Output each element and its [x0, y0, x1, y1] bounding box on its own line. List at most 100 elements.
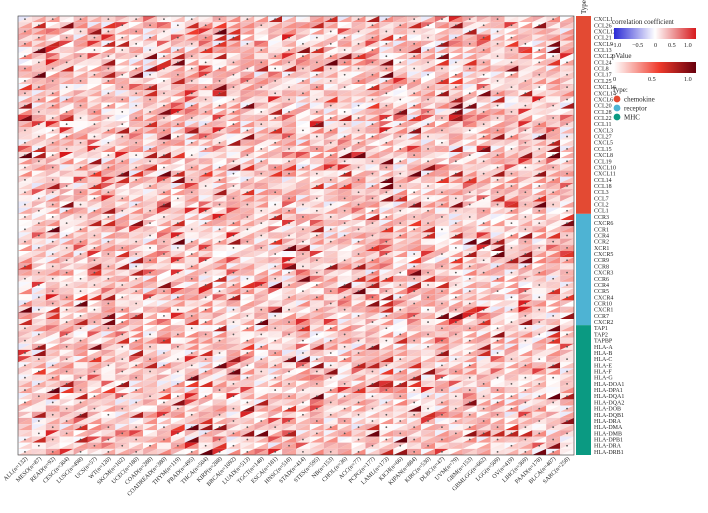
heatmap-cell-pvalue: [296, 232, 310, 239]
heatmap-cell-pvalue: [115, 77, 130, 85]
heatmap-cell-pvalue: [462, 59, 477, 66]
heatmap-cell-pvalue: [170, 281, 185, 289]
heatmap-cell-correlation: [212, 300, 227, 307]
heatmap-cell-pvalue: [129, 312, 144, 319]
heatmap-cell-pvalue: [18, 220, 32, 227]
heatmap-cell-pvalue: [435, 368, 449, 375]
heatmap-cell-pvalue: [143, 250, 157, 258]
heatmap-cell-correlation: [379, 182, 394, 190]
heatmap-cell-correlation: [212, 96, 227, 103]
heatmap-cell-pvalue: [421, 195, 435, 202]
heatmap-cell-pvalue: [435, 331, 449, 338]
heatmap-cell-correlation: [101, 182, 116, 190]
heatmap-cell-correlation: [462, 331, 477, 338]
heatmap-cell-pvalue: [73, 71, 88, 78]
heatmap-cell-correlation: [365, 108, 380, 115]
heatmap-cell-correlation: [157, 121, 171, 128]
heatmap-cell-correlation: [309, 213, 324, 221]
heatmap-cell-correlation: [532, 84, 547, 91]
heatmap-cell-pvalue: [59, 164, 74, 171]
heatmap-cell-pvalue: [421, 318, 435, 326]
heatmap-cell-correlation: [268, 90, 283, 97]
heatmap-cell-pvalue: [282, 189, 296, 196]
heatmap-cell-pvalue: [268, 121, 283, 128]
heatmap-cell-pvalue: [129, 380, 144, 387]
heatmap-cell-pvalue: [101, 232, 116, 239]
heatmap-cell-pvalue: [254, 306, 269, 313]
heatmap-cell-correlation: [407, 65, 422, 72]
heatmap-cell-correlation: [73, 294, 88, 301]
heatmap-cell-pvalue: [73, 34, 88, 41]
heatmap-cell-correlation: [518, 281, 533, 289]
heatmap-cell-pvalue: [532, 102, 547, 109]
heatmap-cell-correlation: [198, 114, 213, 122]
heatmap-cell-pvalue: [379, 16, 394, 23]
heatmap-cell-pvalue: [448, 226, 463, 233]
heatmap-cell-pvalue: [101, 250, 116, 258]
heatmap-cell-correlation: [31, 182, 46, 190]
heatmap-cell-pvalue: [518, 127, 533, 134]
heatmap-cell-pvalue: [379, 325, 394, 332]
heatmap-cell-pvalue: [226, 77, 241, 85]
heatmap-cell-pvalue: [101, 170, 116, 177]
heatmap-cell-pvalue: [87, 232, 102, 239]
heatmap-cell-correlation: [546, 145, 561, 153]
heatmap-cell-pvalue: [73, 356, 88, 363]
heatmap-cell-pvalue: [18, 90, 32, 97]
heatmap-cell-correlation: [448, 189, 463, 196]
heatmap-cell-pvalue: [421, 213, 435, 221]
heatmap-cell-correlation: [73, 114, 88, 122]
heatmap-cell-pvalue: [379, 207, 394, 214]
heatmap-cell-correlation: [45, 170, 60, 177]
heatmap-cell-correlation: [184, 114, 199, 122]
heatmap-cell-correlation: [546, 77, 561, 85]
heatmap-cell-pvalue: [212, 53, 227, 60]
heatmap-cell-correlation: [518, 306, 533, 313]
heatmap-cell-pvalue: [365, 53, 380, 60]
heatmap-cell-pvalue: [490, 133, 505, 140]
heatmap-cell-correlation: [435, 28, 449, 35]
heatmap-cell-correlation: [296, 121, 310, 128]
heatmap-cell-correlation: [365, 46, 380, 54]
heatmap-cell-pvalue: [296, 176, 310, 183]
heatmap-cell-pvalue: [59, 114, 74, 122]
heatmap-cell-correlation: [351, 368, 366, 375]
heatmap-cell-correlation: [170, 386, 185, 394]
heatmap-cell-pvalue: [184, 281, 199, 289]
heatmap-cell-pvalue: [518, 362, 533, 369]
heatmap-cell-correlation: [351, 195, 366, 202]
heatmap-cell-pvalue: [59, 16, 74, 23]
heatmap-cell-correlation: [476, 108, 491, 115]
heatmap-cell-correlation: [337, 71, 352, 78]
heatmap-cell-pvalue: [407, 139, 422, 146]
heatmap-cell-correlation: [462, 300, 477, 307]
heatmap-cell-pvalue: [296, 46, 310, 54]
heatmap-cell-pvalue: [87, 77, 102, 85]
heatmap-cell-pvalue: [448, 232, 463, 239]
heatmap-cell-correlation: [268, 331, 283, 338]
heatmap-cell-pvalue: [18, 133, 32, 140]
heatmap-cell-pvalue: [226, 127, 241, 134]
heatmap-cell-correlation: [254, 213, 269, 221]
heatmap-cell-correlation: [212, 195, 227, 202]
heatmap-cell-pvalue: [560, 226, 574, 233]
heatmap-cell-pvalue: [309, 331, 324, 338]
heatmap-cell-correlation: [282, 152, 296, 159]
heatmap-cell-correlation: [323, 238, 338, 245]
heatmap-cell-pvalue: [240, 343, 255, 350]
heatmap-cell-correlation: [407, 182, 422, 190]
heatmap-cell-pvalue: [323, 90, 338, 97]
heatmap-cell-pvalue: [184, 331, 199, 338]
heatmap-cell-pvalue: [296, 281, 310, 289]
heatmap-cell-pvalue: [101, 34, 116, 41]
heatmap-cell-correlation: [407, 59, 422, 66]
heatmap-cell-correlation: [546, 318, 561, 326]
heatmap-cell-pvalue: [518, 46, 533, 54]
heatmap-cell-correlation: [490, 34, 505, 41]
heatmap-cell-pvalue: [351, 96, 366, 103]
heatmap-cell-pvalue: [546, 108, 561, 115]
heatmap-cell-pvalue: [184, 306, 199, 313]
heatmap-cell-correlation: [546, 176, 561, 183]
heatmap-cell-pvalue: [504, 90, 519, 97]
heatmap-cell-correlation: [546, 362, 561, 369]
